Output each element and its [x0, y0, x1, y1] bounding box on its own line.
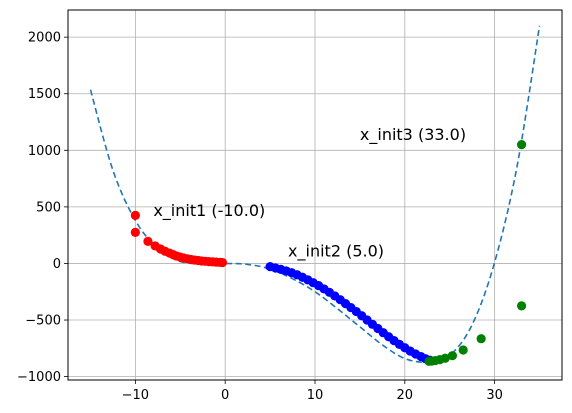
annotations: x_init1 (-10.0) x_init2 (5.0) x_init3 (33.…: [153, 125, 466, 262]
y-tick-label: 1000: [28, 144, 61, 159]
grid: [68, 10, 562, 380]
x-tick-label: 0: [221, 388, 229, 403]
data-point-green: [447, 351, 458, 361]
x-tick-label: 30: [486, 388, 503, 403]
y-tick-label: 2000: [28, 31, 61, 46]
data-point-green: [424, 356, 434, 366]
axis-ticks: −10 0 10 20 30 −1000 −500 0 500 1000 1500 2000: [17, 31, 503, 403]
data-point-red: [130, 227, 140, 237]
x-tick-label: −10: [122, 388, 149, 403]
series-red-points: [130, 210, 228, 268]
y-tick-label: 1500: [28, 87, 61, 102]
y-tick-label: 0: [53, 257, 61, 272]
x-tick-label: 10: [307, 388, 324, 403]
data-point-red: [143, 236, 153, 246]
series-green-points: [424, 140, 527, 366]
y-tick-label: −1000: [17, 370, 61, 385]
annotation-1: x_init1 (-10.0): [153, 201, 265, 221]
data-point-red: [217, 257, 228, 268]
data-point-green: [516, 140, 527, 150]
data-point-green: [458, 345, 468, 355]
data-point-green: [516, 301, 527, 311]
y-tick-label: −500: [25, 314, 61, 329]
annotation-3: x_init3 (33.0): [360, 125, 466, 145]
data-points: [130, 140, 527, 366]
x-tick-label: 20: [397, 388, 414, 403]
series-blue-points: [265, 262, 435, 365]
annotation-2: x_init2 (5.0): [288, 242, 384, 262]
data-point-green: [476, 334, 486, 344]
data-point-red: [130, 210, 140, 220]
y-tick-label: 500: [36, 200, 61, 215]
